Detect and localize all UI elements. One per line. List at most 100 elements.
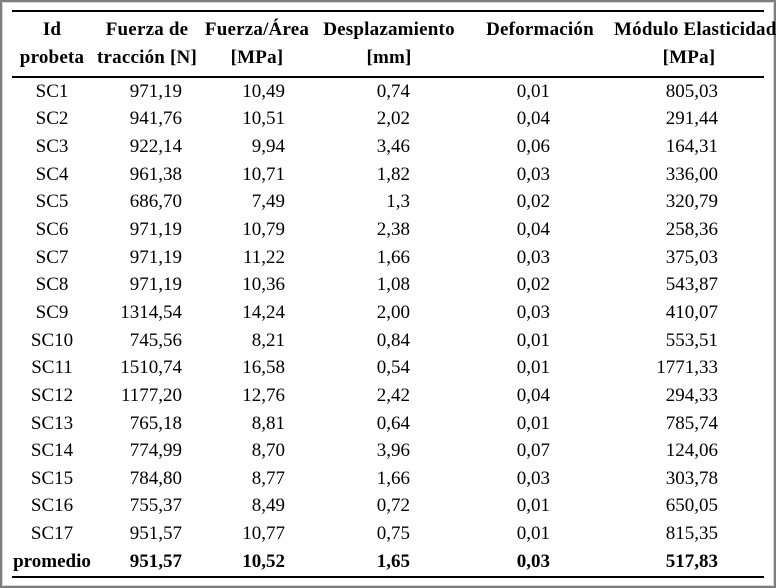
row-id-cell: SC5: [35, 191, 69, 213]
row-value-cell: 10,49: [242, 80, 285, 102]
row-value-cell: 774,99: [129, 440, 182, 462]
row-id-cell: SC3: [35, 136, 69, 158]
table-row: SC12 1177,20 12,76 2,42 0,04 294,33: [12, 382, 764, 410]
row-value-cell: 0,54: [376, 357, 410, 379]
header-line-2: [MPa]: [662, 47, 716, 68]
column-header-4: Deformación: [466, 10, 614, 78]
header-line-1: Fuerza de: [105, 19, 189, 40]
row-value-cell: 1,66: [376, 246, 410, 268]
row-value-cell: 543,87: [665, 274, 718, 296]
row-id-cell: SC15: [30, 467, 74, 489]
tensile-test-results-table: Id probeta Fuerza de tracción [N] Fuerza/Áre…: [12, 10, 776, 578]
row-value-cell: 1,3: [386, 191, 410, 213]
row-value-cell: 0,07: [516, 440, 550, 462]
row-value-cell: 755,37: [129, 495, 182, 517]
header-line-1: Desplazamiento: [323, 19, 455, 40]
row-value-cell: 0,01: [516, 357, 550, 379]
row-value-cell: 686,70: [129, 191, 182, 213]
header-line-1: Id: [42, 19, 62, 40]
row-value-cell: 294,33: [665, 384, 718, 406]
table-row: SC8 971,19 10,36 1,08 0,02 543,87: [12, 271, 764, 299]
row-value-cell: 7,49: [251, 191, 285, 213]
row-value-cell: 1771,33: [656, 357, 718, 379]
table-header: Id probeta Fuerza de tracción [N] Fuerza/Áre…: [12, 10, 776, 78]
row-value-cell: 1510,74: [120, 357, 182, 379]
row-value-cell: 0,01: [516, 329, 550, 351]
row-value-cell: 10,36: [242, 274, 285, 296]
row-id-cell: SC9: [35, 301, 69, 323]
row-value-cell: 12,76: [242, 384, 285, 406]
row-value-cell: 941,76: [129, 108, 182, 130]
table-row: SC5 686,70 7,49 1,3 0,02 320,79: [12, 189, 764, 217]
row-value-cell: 2,38: [376, 219, 410, 241]
row-value-cell: 10,71: [242, 163, 285, 185]
row-value-cell: 8,81: [251, 412, 285, 434]
row-value-cell: 3,96: [376, 440, 410, 462]
header-line-2: [466, 44, 614, 72]
row-value-cell: 1,82: [376, 163, 410, 185]
row-value-cell: 375,03: [665, 246, 718, 268]
row-value-cell: 784,80: [129, 467, 182, 489]
row-value-cell: 785,74: [665, 412, 718, 434]
row-value-cell: 1177,20: [120, 384, 182, 406]
row-value-cell: 124,06: [665, 440, 718, 462]
row-value-cell: 0,04: [516, 384, 550, 406]
row-value-cell: 0,01: [516, 80, 550, 102]
summary-value-cell: 951,57: [92, 547, 202, 578]
row-value-cell: 0,02: [516, 274, 550, 296]
row-value-cell: 961,38: [129, 163, 182, 185]
summary-value-cell: 10,52: [202, 547, 312, 578]
row-value-cell: 8,21: [251, 329, 285, 351]
row-value-cell: 745,56: [129, 329, 182, 351]
table-row: SC9 1314,54 14,24 2,00 0,03 410,07: [12, 299, 764, 327]
row-value-cell: 0,03: [516, 467, 550, 489]
row-value-cell: 765,18: [129, 412, 182, 434]
row-value-cell: 410,07: [665, 301, 718, 323]
row-id-cell: SC8: [35, 274, 69, 296]
row-id-cell: SC10: [30, 329, 74, 351]
row-value-cell: 8,70: [251, 440, 285, 462]
table-row: SC3 922,14 9,94 3,46 0,06 164,31: [12, 133, 764, 161]
row-value-cell: 971,19: [129, 274, 182, 296]
row-id-cell: SC12: [30, 384, 74, 406]
column-header-5: Módulo Elasticidad [MPa]: [614, 10, 776, 78]
summary-value-cell: 517,83: [614, 547, 764, 578]
row-value-cell: 0,04: [516, 219, 550, 241]
row-value-cell: 815,35: [665, 523, 718, 545]
row-value-cell: 303,78: [665, 467, 718, 489]
row-id-cell: SC17: [30, 523, 74, 545]
row-value-cell: 0,03: [516, 246, 550, 268]
row-value-cell: 2,42: [376, 384, 410, 406]
row-value-cell: 10,77: [242, 523, 285, 545]
table-body: SC1 971,19 10,49 0,74 0,01 805,03 SC2 941,76 10,…: [12, 77, 764, 548]
row-value-cell: 0,01: [516, 412, 550, 434]
row-value-cell: 10,51: [242, 108, 285, 130]
table-row: SC6 971,19 10,79 2,38 0,04 258,36: [12, 216, 764, 244]
table-row: SC15 784,80 8,77 1,66 0,03 303,78: [12, 465, 764, 493]
summary-value-cell: 1,65: [312, 547, 466, 578]
row-id-cell: SC14: [30, 440, 74, 462]
header-line-1: Módulo Elasticidad: [614, 19, 776, 40]
row-value-cell: 336,00: [665, 163, 718, 185]
header-row: Id probeta Fuerza de tracción [N] Fuerza/Áre…: [12, 10, 776, 78]
row-value-cell: 971,19: [129, 80, 182, 102]
row-value-cell: 0,72: [376, 495, 410, 517]
table-row: SC2 941,76 10,51 2,02 0,04 291,44: [12, 106, 764, 134]
row-value-cell: 0,75: [376, 523, 410, 545]
row-value-cell: 553,51: [665, 329, 718, 351]
header-line-2: [mm]: [366, 47, 412, 68]
row-value-cell: 320,79: [665, 191, 718, 213]
row-id-cell: SC1: [35, 80, 69, 102]
row-value-cell: 164,31: [665, 136, 718, 158]
row-id-cell: SC4: [35, 163, 69, 185]
row-value-cell: 11,22: [242, 246, 285, 268]
header-line-1: Fuerza/Área: [204, 19, 310, 40]
table-row: SC17 951,57 10,77 0,75 0,01 815,35: [12, 520, 764, 548]
row-value-cell: 3,46: [376, 136, 410, 158]
row-value-cell: 9,94: [251, 136, 285, 158]
column-header-0: Id probeta: [12, 10, 92, 78]
row-value-cell: 0,06: [516, 136, 550, 158]
column-header-2: Fuerza/Área [MPa]: [202, 10, 312, 78]
row-id-cell: SC2: [35, 108, 69, 130]
row-value-cell: 922,14: [129, 136, 182, 158]
